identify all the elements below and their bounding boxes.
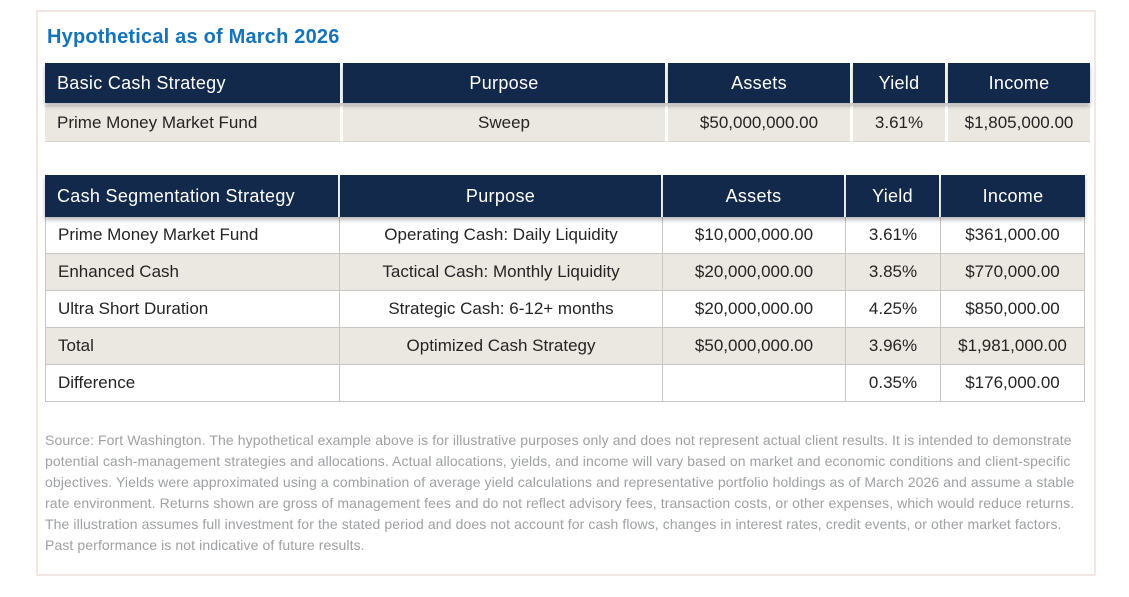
basic-row-purpose: Sweep <box>343 103 668 142</box>
seg-header-yield: Yield <box>846 175 941 217</box>
source-disclaimer-text: Source: Fort Washington. The hypothetica… <box>45 432 1075 553</box>
cell-yield: 3.85% <box>846 254 941 291</box>
seg-header-strategy: Cash Segmentation Strategy <box>45 175 340 217</box>
cell-strategy: Difference <box>45 365 340 402</box>
cell-assets: $20,000,000.00 <box>663 254 846 291</box>
seg-header-income: Income <box>941 175 1085 217</box>
basic-header-assets: Assets <box>668 63 853 103</box>
basic-row-yield: 3.61% <box>853 103 948 142</box>
table-row: Prime Money Market Fund Sweep $50,000,00… <box>45 103 1090 142</box>
page-title: Hypothetical as of March 2026 <box>47 26 340 48</box>
cell-purpose: Operating Cash: Daily Liquidity <box>340 217 663 254</box>
table-row-prime-money-market: Prime Money Market Fund Operating Cash: … <box>45 217 1085 254</box>
hypothetical-exhibit-card: Hypothetical as of March 2026 Basic Cash… <box>36 10 1096 576</box>
basic-header-purpose: Purpose <box>343 63 668 103</box>
table-row-total: Total Optimized Cash Strategy $50,000,00… <box>45 328 1085 365</box>
basic-cash-strategy-table: Basic Cash Strategy Purpose Assets Yield… <box>45 63 1090 142</box>
cell-yield: 0.35% <box>846 365 941 402</box>
basic-header-income: Income <box>948 63 1090 103</box>
cell-assets: $50,000,000.00 <box>663 328 846 365</box>
basic-row-assets: $50,000,000.00 <box>668 103 853 142</box>
cell-strategy: Prime Money Market Fund <box>45 217 340 254</box>
table-row-ultra-short-duration: Ultra Short Duration Strategic Cash: 6-1… <box>45 291 1085 328</box>
seg-header-assets: Assets <box>663 175 846 217</box>
cell-income: $176,000.00 <box>941 365 1085 402</box>
cell-purpose: Optimized Cash Strategy <box>340 328 663 365</box>
cell-purpose <box>340 365 663 402</box>
basic-table-header-row: Basic Cash Strategy Purpose Assets Yield… <box>45 63 1090 103</box>
cell-strategy: Ultra Short Duration <box>45 291 340 328</box>
cell-income: $770,000.00 <box>941 254 1085 291</box>
basic-row-income: $1,805,000.00 <box>948 103 1090 142</box>
basic-row-strategy: Prime Money Market Fund <box>45 103 343 142</box>
cell-strategy: Enhanced Cash <box>45 254 340 291</box>
segmentation-table-header-row: Cash Segmentation Strategy Purpose Asset… <box>45 175 1085 217</box>
cell-yield: 3.61% <box>846 217 941 254</box>
cell-purpose: Tactical Cash: Monthly Liquidity <box>340 254 663 291</box>
cell-assets: $10,000,000.00 <box>663 217 846 254</box>
cell-yield: 4.25% <box>846 291 941 328</box>
cash-segmentation-strategy-table: Cash Segmentation Strategy Purpose Asset… <box>45 175 1085 402</box>
cell-purpose: Strategic Cash: 6-12+ months <box>340 291 663 328</box>
cell-strategy: Total <box>45 328 340 365</box>
table-row-difference: Difference 0.35% $176,000.00 <box>45 365 1085 402</box>
cell-assets: $20,000,000.00 <box>663 291 846 328</box>
cell-assets <box>663 365 846 402</box>
cell-income: $1,981,000.00 <box>941 328 1085 365</box>
cell-income: $361,000.00 <box>941 217 1085 254</box>
cell-yield: 3.96% <box>846 328 941 365</box>
basic-header-yield: Yield <box>853 63 948 103</box>
seg-header-purpose: Purpose <box>340 175 663 217</box>
table-row-enhanced-cash: Enhanced Cash Tactical Cash: Monthly Liq… <box>45 254 1085 291</box>
basic-header-strategy: Basic Cash Strategy <box>45 63 343 103</box>
cell-income: $850,000.00 <box>941 291 1085 328</box>
